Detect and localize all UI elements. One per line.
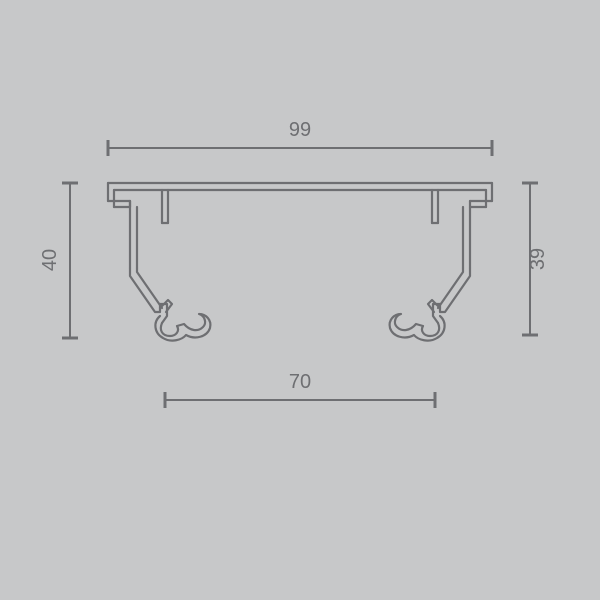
dimension-top-width: 99 — [108, 119, 492, 156]
dimension-right-height: 39 — [522, 183, 549, 335]
dim-bottom-label: 70 — [289, 371, 311, 393]
dim-top-label: 99 — [289, 119, 311, 141]
dim-left-label: 40 — [39, 249, 61, 271]
dimension-left-height: 40 — [39, 183, 78, 338]
dim-right-label: 39 — [527, 248, 549, 270]
extrusion-profile — [108, 183, 492, 341]
dimension-bottom-width: 70 — [165, 371, 435, 408]
technical-drawing: 99 70 40 39 — [0, 0, 600, 600]
